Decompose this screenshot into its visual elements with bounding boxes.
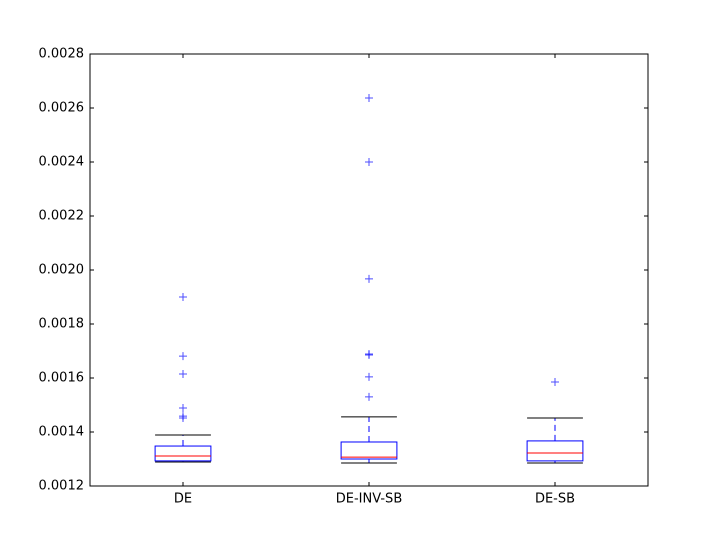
flier <box>365 351 373 360</box>
y-tick-label: 0.0012 <box>39 479 85 494</box>
x-tick-label: DE-INV-SB <box>336 492 402 507</box>
y-tick-label: 0.0028 <box>39 47 85 62</box>
y-tick-label: 0.0022 <box>39 209 85 224</box>
y-tick-label: 0.0026 <box>39 101 85 116</box>
y-tick-label: 0.0018 <box>39 317 85 332</box>
flier <box>179 369 187 378</box>
y-tick-label: 0.0020 <box>39 263 85 278</box>
y-tick-label: 0.0016 <box>39 371 85 386</box>
flier <box>179 403 187 412</box>
flier <box>551 378 559 387</box>
flier <box>365 158 373 166</box>
y-tick-label: 0.0024 <box>39 155 85 170</box>
x-tick-label: DE-SB <box>535 492 575 507</box>
box <box>154 445 212 462</box>
flier <box>179 352 187 361</box>
flier <box>179 293 187 301</box>
flier <box>365 372 373 381</box>
flier <box>365 274 373 283</box>
box <box>526 440 584 462</box>
box <box>340 441 398 460</box>
flier <box>179 413 187 422</box>
y-tick-label: 0.0014 <box>39 425 85 440</box>
flier <box>365 392 373 401</box>
flier <box>365 94 373 103</box>
x-tick-label: DE <box>174 492 192 507</box>
